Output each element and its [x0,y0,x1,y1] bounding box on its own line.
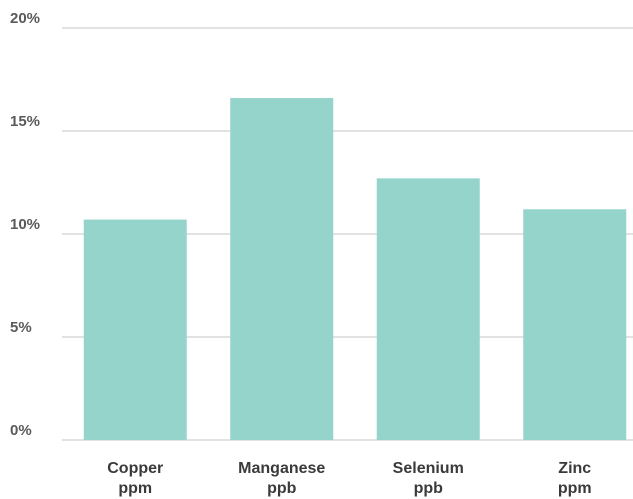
x-tick-label: ppb [414,480,444,497]
x-axis: Copper ppm Manganese ppb Selenium ppb Zinc ppm [107,460,591,497]
bar [230,98,334,440]
x-tick-label: ppm [118,480,152,497]
y-axis: 0% 5% 10% 15% 20% [10,10,40,439]
x-tick-label: ppm [558,480,592,497]
bars [83,98,627,440]
y-tick-label: 15% [10,113,40,130]
x-tick-label: Zinc [558,460,591,477]
y-tick-label: 0% [10,422,32,439]
y-tick-label: 10% [10,216,40,233]
x-tick-label: Manganese [238,460,325,477]
x-tick-label: ppb [267,480,297,497]
x-tick-label: Copper [107,460,163,477]
x-tick-label: Selenium [393,460,464,477]
bar [376,178,480,440]
bar [523,209,627,440]
bar [83,219,187,440]
y-tick-label: 5% [10,319,32,336]
y-tick-label: 20% [10,10,40,27]
